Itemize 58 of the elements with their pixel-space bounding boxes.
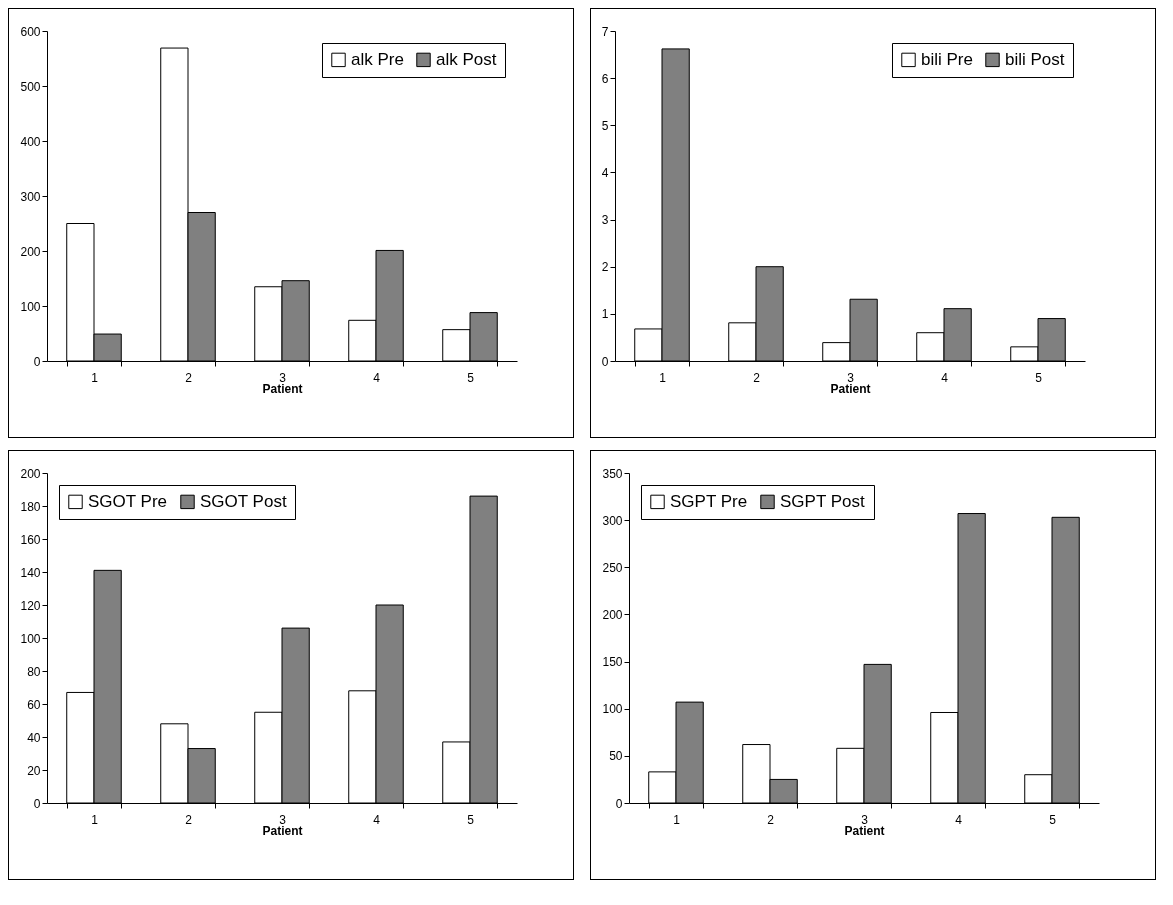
y-tick-label: 5	[601, 118, 609, 133]
y-tick-label: 100	[20, 299, 41, 314]
legend-label: SGOT Post	[200, 491, 287, 511]
y-tick-label: 350	[602, 466, 623, 481]
y-tick-label: 7	[601, 24, 609, 39]
x-tick-label: 1	[659, 370, 667, 385]
y-tick-label: 2	[601, 260, 609, 275]
y-tick-label: 200	[602, 607, 623, 622]
legend-label: bili Post	[1005, 49, 1065, 69]
y-tick-label: 40	[27, 730, 41, 745]
y-tick-label: 0	[33, 354, 41, 369]
y-tick-label: 50	[609, 749, 623, 764]
y-tick-label: 300	[20, 189, 41, 204]
y-tick-label: 300	[602, 513, 623, 528]
x-tick-label: 4	[955, 812, 963, 827]
y-tick-label: 100	[20, 631, 41, 646]
x-tick-label: 5	[467, 812, 475, 827]
y-tick-label: 0	[615, 796, 623, 811]
x-tick-label: 4	[373, 812, 381, 827]
x-tick-label: 2	[185, 370, 193, 385]
x-tick-label: 5	[467, 370, 475, 385]
y-tick-label: 150	[602, 655, 623, 670]
y-tick-label: 3	[601, 213, 609, 228]
legend-label: SGPT Pre	[670, 491, 748, 511]
legend-label: alk Pre	[351, 49, 404, 69]
legend-label: bili Pre	[921, 49, 973, 69]
y-tick-label: 4	[601, 165, 609, 180]
y-tick-label: 120	[20, 598, 41, 613]
y-tick-label: 60	[27, 697, 41, 712]
legend-label: alk Post	[436, 49, 497, 69]
legend-label: SGPT Post	[780, 491, 865, 511]
y-tick-label: 80	[27, 664, 41, 679]
x-tick-label: 2	[767, 812, 775, 827]
x-tick-label: 2	[753, 370, 761, 385]
y-tick-label: 200	[20, 244, 41, 259]
x-tick-label: 5	[1035, 370, 1043, 385]
y-tick-label: 1	[601, 307, 609, 322]
y-tick-label: 6	[601, 71, 609, 86]
y-tick-label: 0	[33, 796, 41, 811]
x-tick-label: 4	[373, 370, 381, 385]
y-tick-label: 500	[20, 79, 41, 94]
y-tick-label: 250	[602, 560, 623, 575]
x-tick-label: 4	[941, 370, 949, 385]
y-tick-label: 20	[27, 763, 41, 778]
legend-label: SGOT Pre	[88, 491, 168, 511]
x-tick-label: 1	[91, 370, 99, 385]
y-tick-label: 400	[20, 134, 41, 149]
y-tick-label: 0	[601, 354, 609, 369]
y-tick-label: 160	[20, 532, 41, 547]
x-tick-label: 5	[1049, 812, 1057, 827]
y-tick-label: 600	[20, 24, 41, 39]
y-tick-label: 200	[20, 466, 41, 481]
y-tick-label: 180	[20, 499, 41, 514]
x-tick-label: 2	[185, 812, 193, 827]
y-tick-label: 100	[602, 702, 623, 717]
y-tick-label: 140	[20, 565, 41, 580]
x-tick-label: 1	[673, 812, 681, 827]
x-tick-label: 1	[91, 812, 99, 827]
